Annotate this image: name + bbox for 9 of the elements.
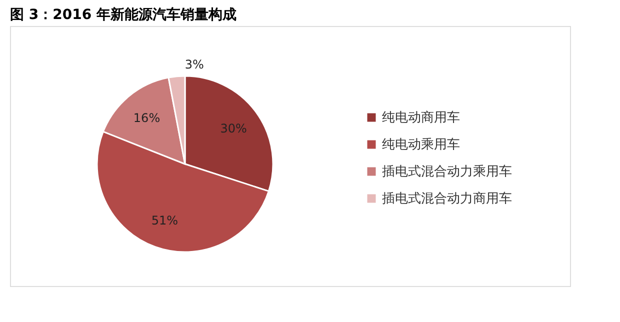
data-label: 3% [184,57,204,72]
data-label: 16% [133,110,160,125]
legend-label: 插电式混合动力商用车 [382,192,512,206]
legend-label: 纯电动乘用车 [382,138,460,152]
legend-label: 插电式混合动力乘用车 [382,164,512,180]
data-label: 30% [220,122,247,136]
chart-title: 图 3：2016 年新能源汽车销量构成 [10,6,236,23]
data-label: 51% [151,213,178,228]
legend-label: 纯电动商用车 [382,110,460,126]
